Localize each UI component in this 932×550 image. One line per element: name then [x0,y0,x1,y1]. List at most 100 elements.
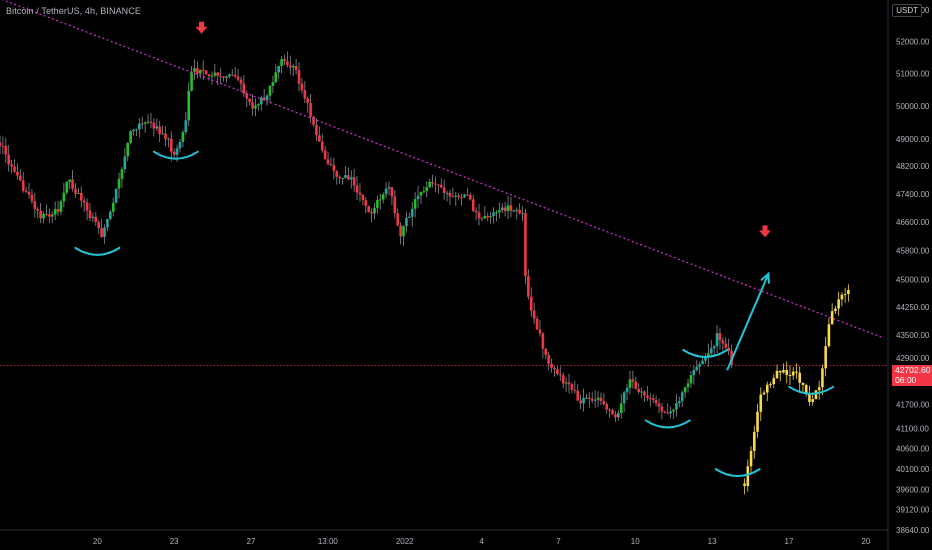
candle-body [199,70,202,74]
down-arrow-icon [759,225,772,238]
candle-body [608,409,611,411]
candle-body [289,65,292,68]
candle-body [123,156,127,170]
time-tick-label: 23 [170,537,179,546]
candle-body [312,116,315,125]
candles-actual [0,51,733,422]
candle-body [605,404,609,410]
candle-body [140,123,144,125]
candle-body [27,191,31,195]
candle-body [675,403,678,410]
candle-body [48,214,51,217]
candle-body [132,129,135,132]
candle-body [759,394,763,412]
candle-body [242,83,246,94]
resistance-trendline[interactable] [0,0,882,338]
candle-body [126,142,130,157]
candle-body [286,61,289,66]
time-tick-label: 13:00 [318,537,339,546]
candle-body [193,68,196,72]
candle-body [643,391,646,396]
candle-body [576,390,580,401]
candle-body [698,364,701,367]
candle-body [709,348,713,354]
candle-body [373,207,376,214]
arc-annotation [682,348,729,358]
candle-body [251,102,254,109]
candle-body [657,403,661,407]
candle-body [45,213,48,215]
candle-body [364,200,368,207]
candle-body [268,85,272,96]
candle-body [320,141,324,151]
candle-body [106,219,109,228]
candle-body [678,401,681,404]
candle-body [617,412,620,418]
price-tick-label: 40600.00 [896,445,930,454]
candle-body [847,289,850,295]
candle-body [300,83,304,91]
candle-body [567,382,571,385]
candle-body [79,193,83,201]
candle-body [477,212,481,219]
candle-body [283,59,286,62]
candle-body [585,397,588,399]
candle-body [827,324,831,347]
candle-body [701,360,704,365]
candle-body [347,175,350,180]
candle-body [625,387,629,393]
candle-body [486,215,490,218]
candle-body [489,216,492,218]
candle-body [651,398,655,401]
candle-body [82,200,86,203]
candle-body [500,207,504,211]
candle-body [120,169,124,179]
time-tick-label: 27 [247,537,256,546]
candle-body [788,374,792,376]
candle-body [646,395,649,399]
candle-body [556,369,559,375]
candle-body [117,178,121,189]
candle-body [599,397,603,402]
symbol-title: Bitcoin / TetherUS, 4h, BINANCE [6,6,141,16]
currency-badge[interactable]: USDT [892,4,922,17]
price-axis[interactable]: 53000.0052000.0051000.0050000.0049000.00… [887,0,930,550]
candle-body [840,294,844,300]
price-tick-label: 45800.00 [896,246,930,255]
candle-body [640,391,643,393]
candle-body [103,227,106,238]
time-tick-label: 7 [556,537,561,546]
time-tick-label: 2022 [396,537,414,546]
candle-body [544,348,548,355]
candle-body [778,370,782,373]
candle-body [752,431,756,451]
candle-body [332,165,336,171]
candle-body [245,93,249,99]
candle-body [509,205,513,211]
candle-body [439,185,443,188]
candle-body [77,193,80,195]
candle-body [457,195,460,198]
candle-body [532,310,536,319]
candle-body [834,308,837,312]
candle-body [68,179,71,182]
candle-body [588,397,591,399]
price-tick-label: 40100.00 [896,465,930,474]
candle-body [689,375,693,384]
candle-body [663,411,667,413]
candle-body [329,163,333,166]
candle-body [349,177,353,180]
candle-body [445,192,449,194]
price-tick-label: 46600.00 [896,218,930,227]
last-price-badge: 42702.60 06:00 [892,365,932,386]
candle-body [184,120,188,133]
candle-body [405,217,408,227]
candle-body [361,194,365,201]
price-tick-label: 45000.00 [896,275,930,284]
candle-body [422,191,426,193]
candle-body [515,209,519,211]
candle-body [21,180,25,191]
candle-body [692,370,696,376]
